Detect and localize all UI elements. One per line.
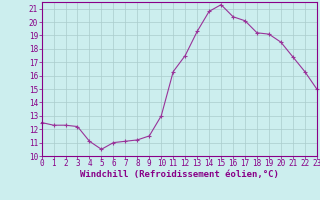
X-axis label: Windchill (Refroidissement éolien,°C): Windchill (Refroidissement éolien,°C) — [80, 170, 279, 179]
